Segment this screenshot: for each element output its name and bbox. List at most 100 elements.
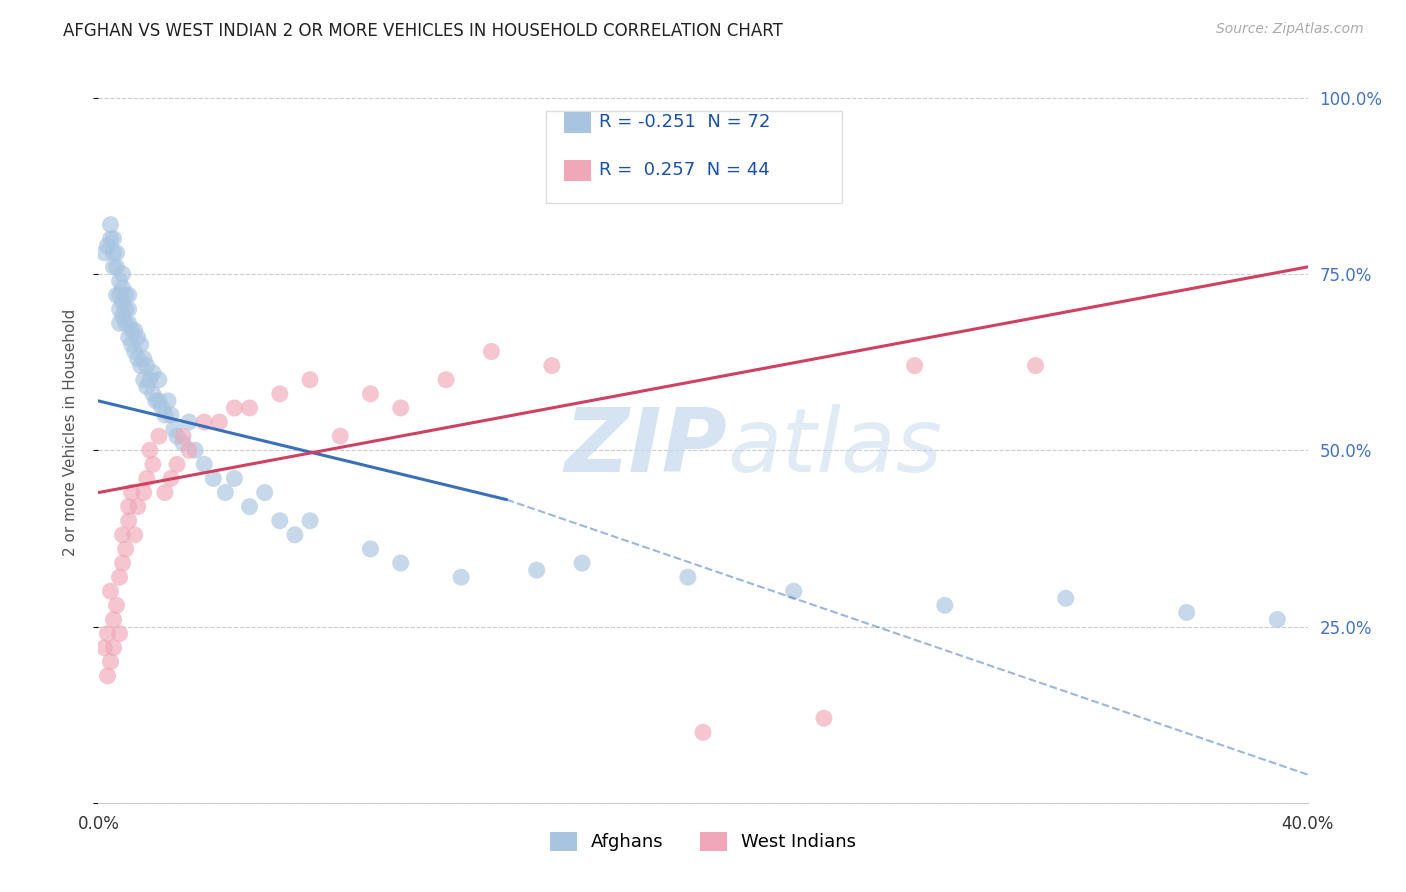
Point bbox=[132, 351, 155, 366]
Point bbox=[142, 387, 165, 401]
Point bbox=[100, 232, 122, 246]
Point bbox=[208, 415, 231, 429]
Point bbox=[108, 274, 131, 288]
Point bbox=[450, 570, 472, 584]
Text: ZIP: ZIP bbox=[564, 404, 727, 491]
Point bbox=[360, 541, 382, 556]
Point bbox=[481, 344, 503, 359]
Point bbox=[124, 344, 146, 359]
Point bbox=[96, 239, 118, 253]
Text: R = -0.251  N = 72: R = -0.251 N = 72 bbox=[599, 112, 770, 130]
Text: R =  0.257  N = 44: R = 0.257 N = 44 bbox=[599, 161, 769, 178]
Point bbox=[129, 337, 152, 351]
Point bbox=[118, 514, 141, 528]
Y-axis label: 2 or more Vehicles in Household: 2 or more Vehicles in Household bbox=[63, 309, 77, 557]
Point bbox=[124, 528, 146, 542]
Point bbox=[239, 500, 262, 514]
Point bbox=[253, 485, 276, 500]
Point bbox=[108, 570, 131, 584]
Point bbox=[434, 373, 457, 387]
Point bbox=[166, 458, 188, 472]
Point bbox=[179, 415, 201, 429]
Point bbox=[1024, 359, 1046, 373]
Legend: Afghans, West Indians: Afghans, West Indians bbox=[540, 823, 866, 861]
Point bbox=[389, 556, 412, 570]
Point bbox=[224, 471, 246, 485]
Point bbox=[150, 401, 173, 415]
Point bbox=[111, 310, 134, 324]
Point bbox=[118, 288, 141, 302]
Point bbox=[145, 393, 167, 408]
Point bbox=[114, 316, 136, 330]
Point bbox=[96, 626, 118, 640]
Point bbox=[108, 626, 131, 640]
Point bbox=[105, 599, 128, 613]
Point bbox=[139, 443, 162, 458]
Point bbox=[148, 393, 170, 408]
Point bbox=[100, 584, 122, 599]
Point bbox=[103, 245, 125, 260]
Point bbox=[111, 267, 134, 281]
Point bbox=[118, 330, 141, 344]
Text: atlas: atlas bbox=[727, 404, 942, 491]
Point bbox=[389, 401, 412, 415]
Point bbox=[904, 359, 927, 373]
Point bbox=[100, 218, 122, 232]
Point bbox=[1054, 591, 1077, 606]
Point bbox=[129, 359, 152, 373]
Point bbox=[132, 373, 155, 387]
Point bbox=[148, 429, 170, 443]
Point bbox=[111, 281, 134, 295]
Point bbox=[172, 429, 194, 443]
Point bbox=[103, 612, 125, 626]
Point bbox=[202, 471, 225, 485]
Point bbox=[111, 295, 134, 310]
Point bbox=[121, 485, 143, 500]
Point bbox=[118, 500, 141, 514]
Point bbox=[160, 471, 183, 485]
Point bbox=[156, 393, 179, 408]
Point bbox=[108, 302, 131, 317]
Point bbox=[135, 359, 157, 373]
Point bbox=[1175, 606, 1198, 620]
Point bbox=[142, 366, 165, 380]
Point bbox=[360, 387, 382, 401]
Point bbox=[163, 422, 186, 436]
Point bbox=[299, 514, 322, 528]
Point bbox=[103, 232, 125, 246]
Point bbox=[105, 288, 128, 302]
Point bbox=[179, 443, 201, 458]
Point bbox=[114, 288, 136, 302]
Point bbox=[100, 655, 122, 669]
Point bbox=[299, 373, 322, 387]
FancyBboxPatch shape bbox=[564, 112, 591, 133]
Point bbox=[103, 260, 125, 274]
Point bbox=[135, 471, 157, 485]
Point bbox=[111, 528, 134, 542]
Point bbox=[93, 640, 115, 655]
Point bbox=[127, 351, 149, 366]
Point bbox=[114, 541, 136, 556]
Text: Source: ZipAtlas.com: Source: ZipAtlas.com bbox=[1216, 22, 1364, 37]
Text: AFGHAN VS WEST INDIAN 2 OR MORE VEHICLES IN HOUSEHOLD CORRELATION CHART: AFGHAN VS WEST INDIAN 2 OR MORE VEHICLES… bbox=[63, 22, 783, 40]
Point bbox=[96, 669, 118, 683]
Point bbox=[214, 485, 236, 500]
Point bbox=[224, 401, 246, 415]
Point bbox=[111, 556, 134, 570]
Point bbox=[184, 443, 207, 458]
Point bbox=[153, 485, 176, 500]
Point bbox=[124, 323, 146, 337]
Point bbox=[239, 401, 262, 415]
Point bbox=[160, 408, 183, 422]
Point bbox=[121, 337, 143, 351]
Point bbox=[269, 387, 291, 401]
Point bbox=[127, 330, 149, 344]
Point bbox=[692, 725, 714, 739]
Point bbox=[269, 514, 291, 528]
Point bbox=[540, 359, 562, 373]
Point bbox=[139, 373, 162, 387]
Point bbox=[193, 458, 215, 472]
Point bbox=[132, 485, 155, 500]
Point bbox=[127, 500, 149, 514]
Point bbox=[135, 380, 157, 394]
